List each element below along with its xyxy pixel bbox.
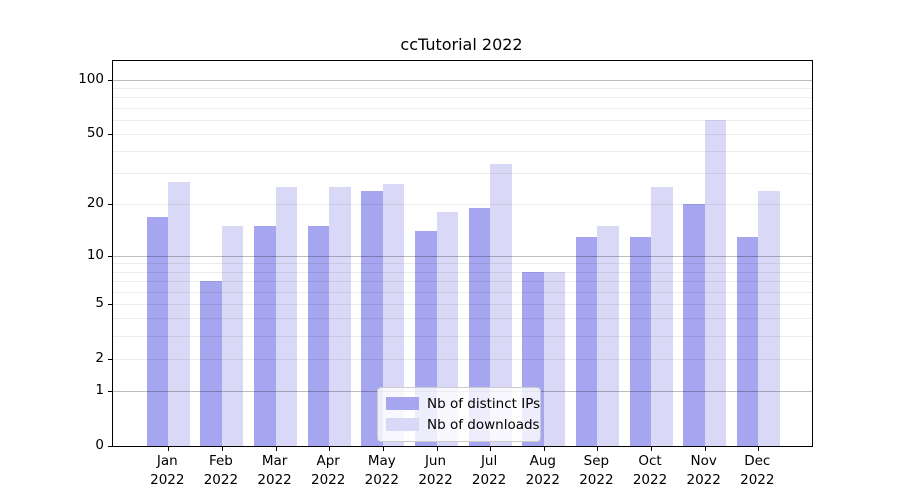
y-tick-label: 100 <box>78 70 104 87</box>
minor-gridline <box>113 88 812 89</box>
y-tick-mark <box>108 303 112 305</box>
x-tick-label: Feb 2022 <box>203 453 239 488</box>
y-tick-label: 2 <box>95 349 104 366</box>
x-tick-mark <box>275 447 277 451</box>
x-tick-mark <box>382 447 384 451</box>
bar-downloads <box>275 187 298 446</box>
bar-distinct-ips <box>200 281 222 446</box>
legend-label-distinct-ips: Nb of distinct IPs <box>427 395 541 412</box>
x-tick-label: Aug 2022 <box>525 453 560 488</box>
x-tick-mark <box>436 447 438 451</box>
bar-distinct-ips <box>468 208 491 446</box>
minor-gridline <box>113 107 812 109</box>
bar-distinct-ips <box>361 190 383 446</box>
major-gridline <box>113 79 812 81</box>
bar-downloads <box>329 187 351 446</box>
y-tick-label: 0 <box>95 437 104 453</box>
x-tick-label: Jul 2022 <box>471 453 507 488</box>
x-tick-label: Apr 2022 <box>311 453 346 488</box>
bar-distinct-ips <box>736 236 759 446</box>
x-tick-label: Jun 2022 <box>418 453 453 488</box>
y-tick-mark <box>108 204 112 206</box>
legend-item-downloads: Nb of downloads <box>386 414 540 435</box>
x-tick-mark <box>758 447 760 451</box>
x-tick-label: Nov 2022 <box>686 453 721 488</box>
x-tick-mark <box>221 447 223 451</box>
y-tick-mark <box>108 358 112 360</box>
x-tick-mark <box>704 447 706 451</box>
x-tick-mark <box>168 447 170 451</box>
chart-title: ccTutorial 2022 <box>400 35 523 54</box>
bar-downloads <box>651 187 673 446</box>
bar-distinct-ips <box>683 204 705 446</box>
y-tick-label: 10 <box>86 246 104 263</box>
bar-distinct-ips <box>307 225 330 446</box>
y-tick-label: 50 <box>86 124 104 141</box>
legend-swatch-distinct-ips <box>386 397 419 410</box>
legend-item-distinct-ips: Nb of distinct IPs <box>386 393 540 414</box>
bar-distinct-ips <box>575 236 598 446</box>
bar-downloads <box>168 181 190 446</box>
bar-downloads <box>490 163 512 446</box>
x-tick-label: Jan 2022 <box>150 453 185 488</box>
y-tick-mark <box>108 446 112 447</box>
x-tick-mark <box>490 447 492 451</box>
bar-distinct-ips <box>254 225 276 446</box>
bar-downloads <box>758 190 780 446</box>
x-tick-label: May 2022 <box>364 453 399 488</box>
bar-distinct-ips <box>146 216 169 446</box>
x-tick-label: Dec 2022 <box>740 453 775 488</box>
legend-label-downloads: Nb of downloads <box>427 416 540 433</box>
x-tick-label: Mar 2022 <box>257 453 292 488</box>
bar-downloads <box>221 225 244 446</box>
plot-area <box>108 60 813 451</box>
x-tick-label: Oct 2022 <box>632 453 668 488</box>
legend: Nb of distinct IPs Nb of downloads <box>377 387 541 442</box>
bar-downloads <box>382 184 405 446</box>
y-tick-mark <box>108 255 112 257</box>
minor-gridline <box>113 97 812 99</box>
x-tick-mark <box>543 447 545 451</box>
y-tick-mark <box>108 391 112 392</box>
bar-downloads <box>543 271 566 446</box>
x-tick-label: Sep 2022 <box>579 453 614 488</box>
y-tick-label: 20 <box>86 195 104 212</box>
x-tick-mark <box>597 447 599 451</box>
legend-swatch-downloads <box>386 418 419 431</box>
bar-downloads <box>597 225 619 446</box>
bar-distinct-ips <box>629 236 651 446</box>
y-tick-mark <box>108 79 112 81</box>
x-tick-mark <box>651 447 652 451</box>
x-tick-mark <box>329 447 331 451</box>
y-tick-mark <box>108 133 112 135</box>
y-tick-label: 1 <box>95 382 104 398</box>
bar-downloads <box>704 119 727 446</box>
y-tick-label: 5 <box>95 294 104 311</box>
